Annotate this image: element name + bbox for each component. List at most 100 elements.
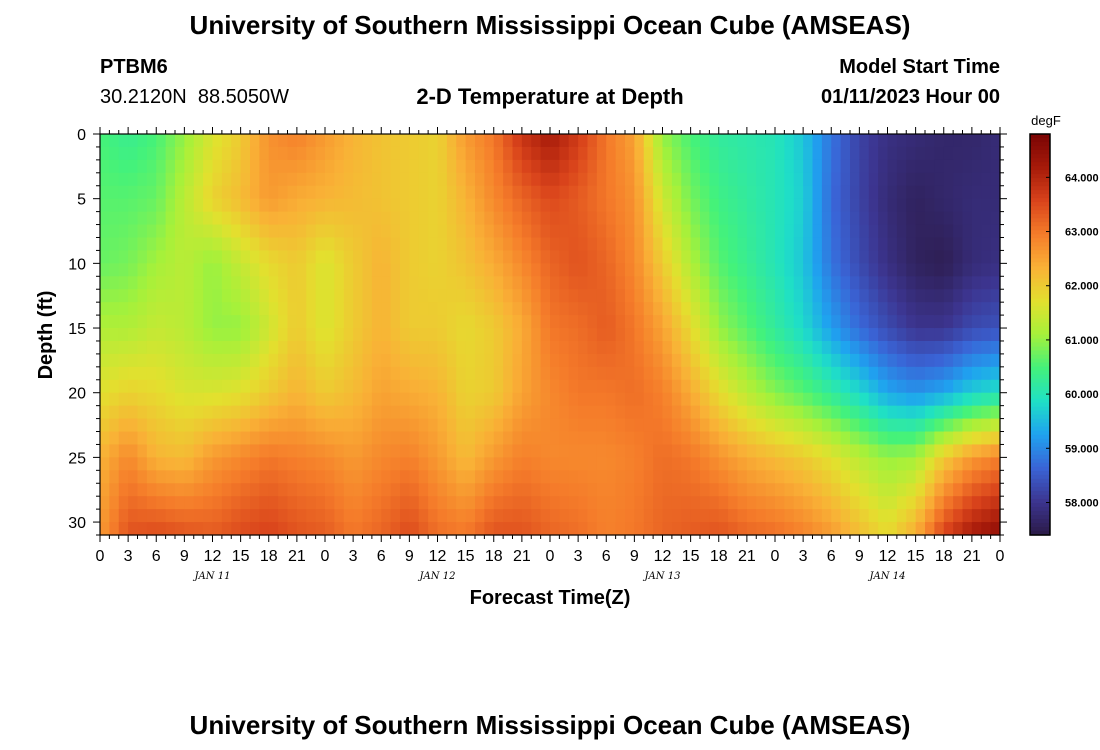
- heatmap-cell: [671, 353, 682, 368]
- heatmap-cell: [418, 315, 429, 329]
- heatmap-cell: [718, 146, 729, 161]
- heatmap-cell: [671, 276, 682, 290]
- heatmap-cell: [559, 315, 570, 329]
- heatmap-cell: [878, 509, 889, 523]
- heatmap-cell: [578, 302, 589, 316]
- colorbar-segment: [1030, 526, 1050, 532]
- heatmap-cell: [128, 328, 139, 342]
- colorbar-segment: [1030, 490, 1050, 496]
- heatmap-cell: [325, 353, 335, 368]
- heatmap-cell: [428, 211, 439, 226]
- heatmap-cell: [381, 315, 392, 329]
- heatmap-cell: [578, 198, 589, 213]
- heatmap-cell: [503, 457, 514, 471]
- heatmap-cell: [446, 366, 457, 381]
- heatmap-cell: [306, 340, 317, 355]
- heatmap-cell: [568, 250, 579, 264]
- heatmap-cell: [596, 134, 607, 148]
- heatmap-cell: [662, 172, 673, 187]
- heatmap-cell: [306, 211, 317, 226]
- heatmap-cell: [868, 392, 879, 407]
- heatmap-cell: [990, 328, 1001, 342]
- heatmap-cell: [859, 237, 870, 252]
- heatmap-cell: [803, 146, 814, 161]
- heatmap-cell: [268, 353, 279, 368]
- heatmap-cell: [850, 276, 860, 290]
- heatmap-cell: [934, 366, 945, 381]
- heatmap-cell: [475, 418, 485, 433]
- heatmap-cell: [550, 392, 560, 407]
- heatmap-cell: [981, 237, 992, 252]
- x-tick-label: 15: [232, 548, 250, 565]
- heatmap-cell: [343, 315, 354, 329]
- heatmap-cell: [615, 366, 626, 381]
- heatmap-cell: [278, 146, 289, 161]
- heatmap-cell: [250, 237, 260, 252]
- heatmap-cell: [971, 276, 982, 290]
- heatmap-cell: [578, 431, 589, 446]
- heatmap-cell: [390, 366, 401, 381]
- heatmap-cell: [606, 483, 617, 497]
- heatmap-cell: [203, 405, 214, 420]
- heatmap-cell: [306, 250, 317, 264]
- heatmap-cell: [700, 483, 710, 497]
- heatmap-cell: [418, 431, 429, 446]
- heatmap-cell: [671, 237, 682, 252]
- heatmap-cell: [859, 379, 870, 394]
- heatmap-cell: [634, 302, 645, 316]
- heatmap-cell: [962, 431, 973, 446]
- heatmap-cell: [990, 405, 1001, 420]
- heatmap-cell: [484, 289, 495, 303]
- heatmap-cell: [625, 134, 635, 148]
- heatmap-cell: [118, 211, 129, 226]
- heatmap-cell: [296, 263, 307, 277]
- heatmap-cell: [100, 224, 110, 239]
- heatmap-cell: [446, 263, 457, 277]
- heatmap-cell: [156, 405, 167, 420]
- heatmap-cell: [981, 185, 992, 200]
- heatmap-cell: [868, 431, 879, 446]
- heatmap-cell: [953, 522, 964, 536]
- heatmap-cell: [803, 470, 814, 484]
- heatmap-cell: [850, 405, 860, 420]
- heatmap-cell: [315, 353, 326, 368]
- heatmap-cell: [859, 315, 870, 329]
- heatmap-cell: [268, 340, 279, 355]
- heatmap-cell: [840, 198, 851, 213]
- heatmap-cell: [165, 522, 176, 536]
- heatmap-cell: [400, 224, 410, 239]
- heatmap-cell: [118, 340, 129, 355]
- heatmap-cell: [662, 302, 673, 316]
- heatmap-cell: [193, 328, 204, 342]
- heatmap-cell: [100, 185, 110, 200]
- heatmap-cell: [446, 198, 457, 213]
- heatmap-cell: [925, 328, 935, 342]
- heatmap-cell: [775, 224, 785, 239]
- heatmap-cell: [981, 379, 992, 394]
- heatmap-cell: [540, 392, 551, 407]
- y-axis-label: Depth (ft): [35, 291, 57, 380]
- heatmap-cell: [550, 276, 560, 290]
- heatmap-cell: [578, 172, 589, 187]
- heatmap-cell: [662, 496, 673, 510]
- heatmap-cell: [146, 470, 157, 484]
- heatmap-cell: [615, 134, 626, 148]
- heatmap-cell: [231, 353, 242, 368]
- heatmap-cell: [878, 353, 889, 368]
- heatmap-cell: [756, 146, 767, 161]
- heatmap-cell: [550, 405, 560, 420]
- heatmap-cell: [231, 198, 242, 213]
- heatmap-cell: [700, 250, 710, 264]
- heatmap-cell: [737, 250, 748, 264]
- heatmap-cell: [428, 418, 439, 433]
- heatmap-cell: [418, 392, 429, 407]
- heatmap-cell: [690, 392, 701, 407]
- heatmap-cell: [184, 185, 195, 200]
- heatmap-cell: [343, 431, 354, 446]
- heatmap-cell: [475, 159, 485, 174]
- heatmap-cell: [756, 392, 767, 407]
- heatmap-cell: [746, 302, 757, 316]
- heatmap-cell: [718, 315, 729, 329]
- heatmap-cell: [925, 470, 935, 484]
- heatmap-cell: [287, 159, 298, 174]
